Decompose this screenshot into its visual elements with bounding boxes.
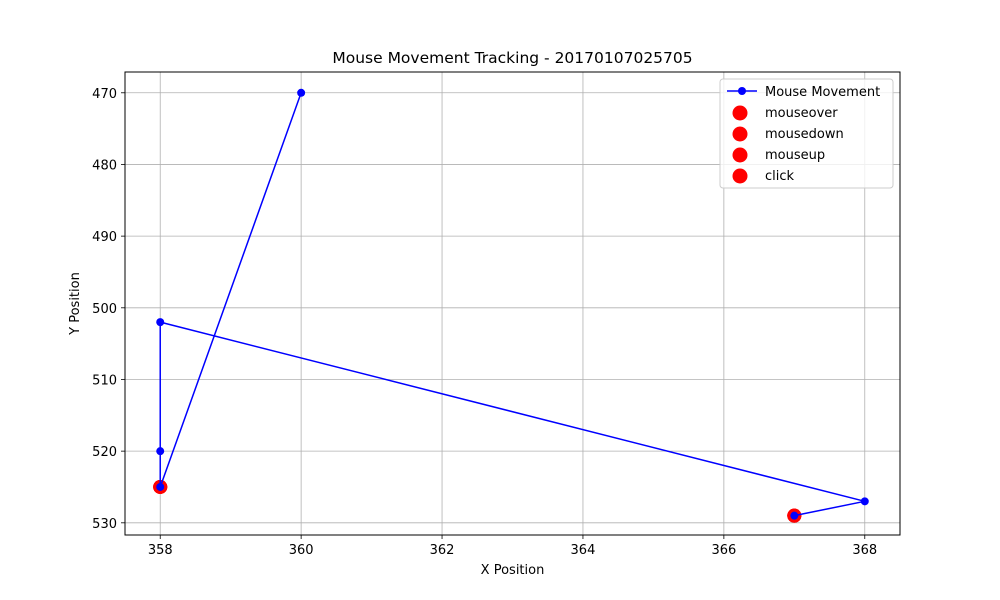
legend-marker-swatch — [732, 105, 748, 121]
legend-label: mousedown — [765, 127, 844, 142]
legend: Mouse Movement mouseover mousedown mouseup c… — [719, 78, 894, 189]
chart-title: Mouse Movement Tracking - 20170107025705 — [332, 49, 692, 67]
mouse-movement-point — [156, 447, 165, 456]
legend-label: mouseup — [765, 148, 825, 163]
mouse-movement-line — [159, 92, 865, 517]
legend-box — [719, 78, 894, 189]
mouse-movement-point — [156, 482, 165, 491]
y-tick-label: 480 — [92, 158, 117, 173]
x-tick-label: 358 — [148, 543, 173, 558]
legend-label: mouseover — [765, 106, 838, 121]
y-tick-label: 500 — [92, 302, 117, 317]
x-tick-label: 362 — [430, 543, 455, 558]
x-axis-label: X Position — [481, 563, 545, 578]
mouse-movement-point — [790, 511, 799, 520]
legend-label: Mouse Movement — [765, 85, 880, 100]
plot-series — [153, 88, 869, 523]
x-tick-label: 360 — [289, 543, 314, 558]
legend-marker-swatch — [732, 168, 748, 184]
y-axis-label: Y Position — [68, 272, 83, 336]
x-tick-label: 366 — [711, 543, 736, 558]
y-tick-label: 510 — [92, 373, 117, 388]
legend-marker-swatch — [732, 126, 748, 142]
legend-marker-swatch — [738, 87, 746, 95]
y-tick-label: 530 — [92, 517, 117, 532]
legend-label: click — [765, 169, 795, 184]
x-tick-label: 364 — [571, 543, 596, 558]
axes-frame — [124, 71, 901, 536]
axis-ticks: 358 360 362 364 366 368 470 480 490 500 510 520 530 — [92, 87, 877, 558]
y-tick-label: 470 — [92, 87, 117, 102]
x-tick-label: 368 — [852, 543, 877, 558]
mouse-movement-point — [156, 318, 165, 327]
legend-marker-swatch — [732, 147, 748, 163]
y-tick-label: 490 — [92, 230, 117, 245]
mouse-movement-point — [297, 88, 306, 97]
mouse-movement-point — [860, 497, 869, 506]
y-tick-label: 520 — [92, 445, 117, 460]
